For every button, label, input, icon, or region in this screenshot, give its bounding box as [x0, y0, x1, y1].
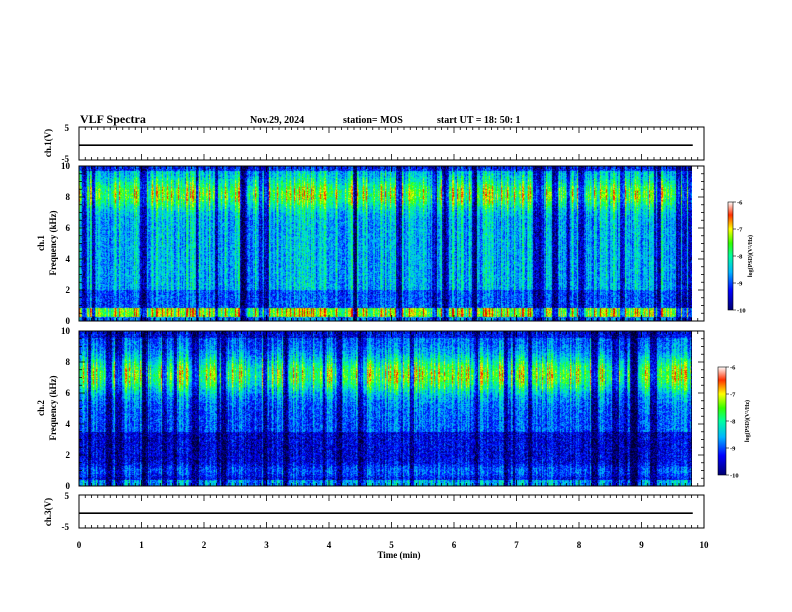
freq-tick-label: 0 [66, 481, 71, 491]
ch2-spectrogram-panel: 0 2 4 6 8 10 ch.2 Frequency (kHz) [36, 326, 705, 491]
time-axis: 0 1 2 3 4 5 6 7 8 9 10 [77, 127, 709, 550]
colorbar-tick-label: -10 [737, 308, 746, 315]
colorbar-tick-label: -9 [737, 281, 743, 288]
ch3-voltage-panel: 5 -5 ch.3(V) [43, 491, 705, 532]
freq-tick-label: 6 [66, 223, 71, 233]
colorbar-tick-label: -8 [730, 419, 736, 426]
ch1-colorbar-label: log(PSD)(V²/Hz) [747, 235, 754, 277]
colorbar-tick-label: -7 [730, 392, 736, 399]
colorbar-tick-label: -10 [730, 473, 739, 480]
ch3-voltage-tick-bottom: -5 [62, 522, 70, 532]
ch1-spectrogram-panel: 0 2 4 6 8 10 ch.1 Frequency (kHz) [36, 161, 705, 326]
colorbar-tick-label: -8 [737, 254, 743, 261]
time-tick-label: 9 [639, 540, 644, 550]
ch3-voltage-ylabel: ch.3(V) [43, 498, 53, 526]
time-tick-label: 10 [700, 540, 710, 550]
time-tick-label: 5 [389, 540, 394, 550]
ch2-colorbar-gradient [717, 366, 727, 476]
figure-title: VLF Spectra [80, 112, 146, 126]
time-tick-label: 2 [202, 540, 207, 550]
date-label: Nov.29, 2024 [250, 115, 304, 126]
time-tick-label: 8 [577, 540, 582, 550]
time-tick-label: 4 [327, 540, 332, 550]
colorbar-tick-label: -9 [730, 446, 736, 453]
colorbar-tick-label: -6 [730, 365, 736, 372]
freq-tick-label: 4 [66, 254, 71, 264]
ch1-spectrogram-ylabel: Frequency (kHz) [48, 210, 58, 275]
ch3-voltage-tick-top: 5 [65, 491, 70, 501]
time-axis-label: Time (min) [377, 550, 420, 560]
ch2-colorbar-label: log(PSD)(V²/Hz) [744, 400, 751, 442]
start-time-label: start UT = 18: 50: 1 [437, 115, 521, 126]
freq-tick-label: 2 [66, 285, 71, 295]
freq-tick-label: 8 [66, 357, 71, 367]
colorbar-tick-label: -6 [737, 200, 743, 207]
ch1-spectrogram-channel-label: ch.1 [36, 235, 46, 251]
freq-tick-label: 4 [66, 419, 71, 429]
time-tick-label: 1 [139, 540, 144, 550]
ch1-colorbar: -6 -7 -8 -9 -10 log(PSD)(V²/Hz) [727, 200, 754, 315]
freq-tick-label: 10 [61, 326, 71, 336]
ch1-voltage-panel: 5 -5 ch.1(V) [43, 123, 705, 164]
colorbar-tick-label: -7 [737, 227, 743, 234]
ch1-voltage-tick-bottom: -5 [62, 154, 70, 164]
freq-tick-label: 8 [66, 192, 71, 202]
time-tick-label: 6 [452, 540, 457, 550]
ch1-spectrogram-image [79, 166, 692, 321]
time-tick-label: 3 [264, 540, 269, 550]
freq-tick-label: 2 [66, 450, 71, 460]
freq-tick-label: 10 [61, 161, 71, 171]
time-tick-label: 0 [77, 540, 82, 550]
freq-tick-label: 0 [66, 316, 71, 326]
time-tick-label: 7 [514, 540, 519, 550]
ch1-colorbar-gradient [727, 201, 734, 311]
ch2-spectrogram-ylabel: Frequency (kHz) [48, 375, 58, 440]
ch1-voltage-tick-top: 5 [65, 123, 70, 133]
ch2-colorbar: -6 -7 -8 -9 -10 log(PSD)(V²/Hz) [717, 365, 751, 480]
ch2-spectrogram-channel-label: ch.2 [36, 400, 46, 416]
station-label: station= MOS [343, 115, 403, 126]
ch1-voltage-ylabel: ch.1(V) [43, 129, 53, 157]
freq-tick-label: 6 [66, 388, 71, 398]
ch2-spectrogram-image [79, 331, 692, 486]
